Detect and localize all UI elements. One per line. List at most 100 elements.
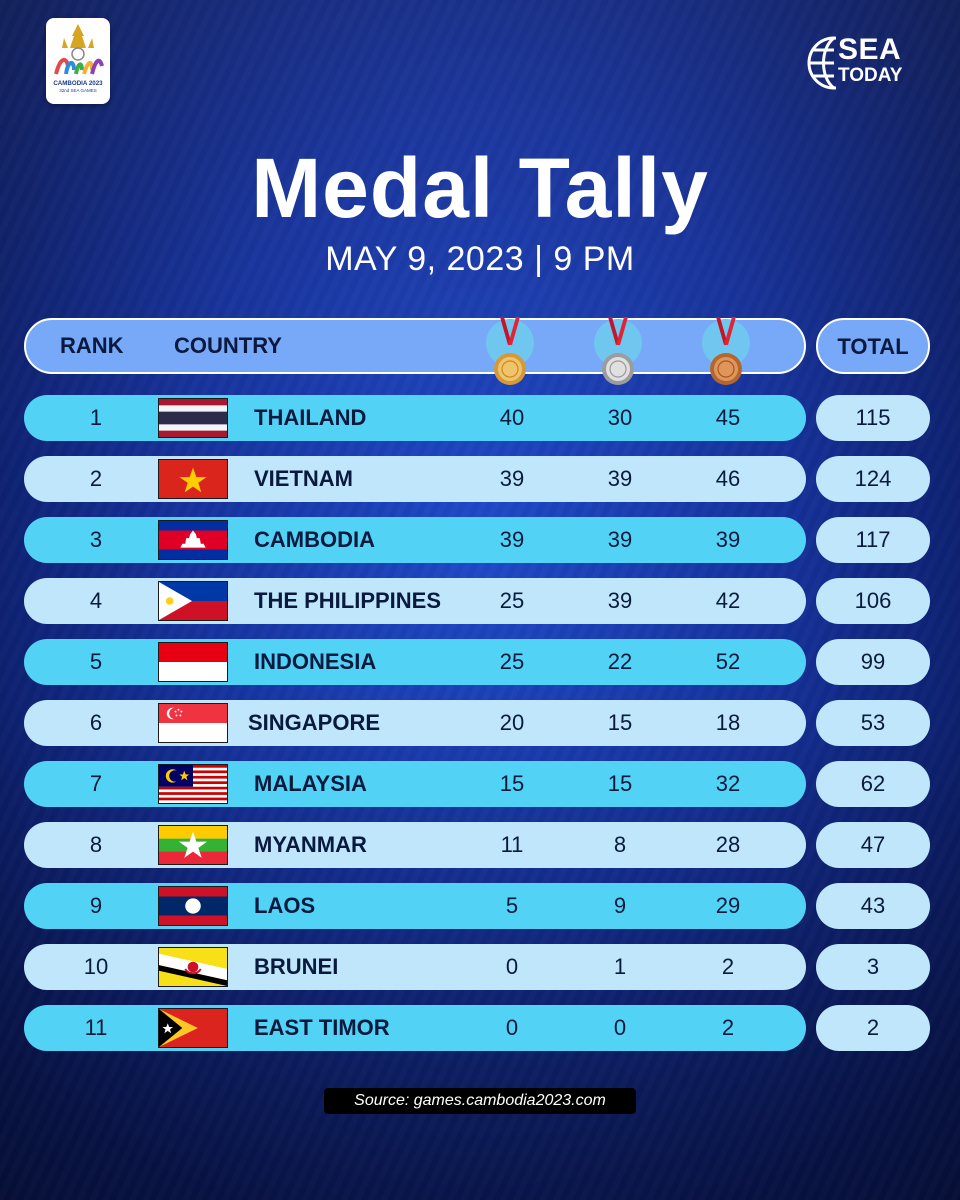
country-cell: CAMBODIA [254, 527, 375, 552]
gold-count-cell: 20 [499, 710, 525, 735]
table-row: 3 CAMBODIA 39 39 39 [24, 517, 806, 563]
table-row: 9 LAOS 5 9 29 [24, 883, 806, 929]
source-caption: Source: games.cambodia2023.com [324, 1088, 636, 1114]
rank-cell: 7 [89, 771, 103, 796]
event-logo-subtext: 32nd SEA GAMES [59, 88, 97, 93]
gold-count-cell: 39 [499, 466, 525, 491]
cambodia-flag-icon [158, 520, 228, 560]
silver-medal-icon [594, 317, 642, 385]
gold-count-cell: 0 [505, 954, 519, 979]
total-cell: 106 [854, 588, 892, 613]
table-row: 1 THAILAND 40 30 45 [24, 395, 806, 441]
total-pill: 99 [816, 639, 930, 685]
singapore-flag-icon [158, 703, 228, 743]
bronze-count-cell: 32 [715, 771, 741, 796]
gold-medal-icon [486, 317, 534, 385]
total-pill: 62 [816, 761, 930, 807]
silver-count-cell: 39 [607, 466, 633, 491]
sea-today-logo: SEA TODAY [806, 34, 916, 90]
total-column-header: TOTAL [816, 318, 930, 374]
country-cell: SINGAPORE [248, 710, 381, 735]
globe-icon [807, 36, 836, 90]
total-cell: 47 [860, 832, 886, 857]
country-cell: VIETNAM [254, 466, 353, 491]
total-cell: 117 [855, 527, 891, 552]
silver-count-cell: 15 [607, 710, 633, 735]
total-cell: 115 [855, 405, 891, 430]
brunei-flag-icon [158, 947, 228, 987]
total-pill: 53 [816, 700, 930, 746]
silver-count-cell: 9 [613, 893, 627, 918]
bronze-count-cell: 29 [715, 893, 741, 918]
total-cell: 3 [866, 954, 880, 979]
table-row: 2 VIETNAM 39 39 46 [24, 456, 806, 502]
total-cell: 2 [866, 1015, 880, 1040]
rank-cell: 8 [89, 832, 103, 857]
event-logo-text: CAMBODIA 2023 [53, 80, 103, 87]
brand-name-line2: TODAY [838, 65, 903, 86]
total-pill: 106 [816, 578, 930, 624]
rank-cell: 4 [89, 588, 103, 613]
gold-count-cell: 5 [505, 893, 519, 918]
total-cell: 62 [860, 771, 886, 796]
total-cell: 99 [860, 649, 886, 674]
cambodia-2023-logo: CAMBODIA 2023 32nd SEA GAMES [46, 18, 110, 104]
total-pill: 2 [816, 1005, 930, 1051]
total-pill: 43 [816, 883, 930, 929]
total-pill: 3 [816, 944, 930, 990]
gold-count-cell: 25 [499, 588, 525, 613]
silver-count-cell: 39 [607, 527, 633, 552]
laos-flag-icon [158, 886, 228, 926]
rank-column-header: RANK [60, 333, 124, 358]
table-row: 5 INDONESIA 25 22 52 [24, 639, 806, 685]
gold-count-cell: 39 [499, 527, 525, 552]
total-cell: 53 [860, 710, 886, 735]
country-column-header: COUNTRY [174, 333, 282, 358]
country-cell: BRUNEI [254, 954, 339, 979]
page-subtitle: MAY 9, 2023 | 9 PM [325, 240, 635, 278]
rank-cell: 2 [89, 466, 103, 491]
table-row: 10 BRUNEI 0 1 2 [24, 944, 806, 990]
bronze-count-cell: 2 [721, 954, 735, 979]
thailand-flag-icon [158, 398, 228, 438]
total-cell: 124 [854, 466, 892, 491]
country-cell: MALAYSIA [254, 771, 367, 796]
country-cell: LAOS [254, 893, 316, 918]
table-row: 4 THE PHILIPPINES 25 39 42 [24, 578, 806, 624]
bronze-count-cell: 39 [715, 527, 741, 552]
country-cell: EAST TIMOR [254, 1015, 390, 1040]
silver-count-cell: 8 [613, 832, 627, 857]
bronze-count-cell: 46 [715, 466, 741, 491]
rank-cell: 3 [89, 527, 103, 552]
rank-cell: 6 [89, 710, 103, 735]
rank-cell: 11 [84, 1015, 108, 1040]
sea-games-emblem-icon [54, 24, 104, 75]
gold-count-cell: 40 [499, 405, 525, 430]
rank-cell: 5 [89, 649, 103, 674]
gold-count-cell: 15 [499, 771, 525, 796]
total-header-label: TOTAL [837, 334, 909, 359]
rank-cell: 9 [89, 893, 103, 918]
east-timor-flag-icon [158, 1008, 228, 1048]
table-row: 11 EAST TIMOR 0 0 2 [24, 1005, 806, 1051]
bronze-count-cell: 52 [715, 649, 741, 674]
table-row: 8 MYANMAR 11 8 28 [24, 822, 806, 868]
bronze-count-cell: 28 [715, 832, 741, 857]
silver-count-cell: 15 [607, 771, 633, 796]
silver-count-cell: 30 [607, 405, 633, 430]
bronze-count-cell: 42 [715, 588, 741, 613]
bronze-count-cell: 45 [715, 405, 741, 430]
total-pill: 115 [816, 395, 930, 441]
gold-count-cell: 25 [499, 649, 525, 674]
silver-count-cell: 0 [613, 1015, 627, 1040]
total-pill: 124 [816, 456, 930, 502]
philippines-flag-icon [158, 581, 228, 621]
total-cell: 43 [860, 893, 886, 918]
page-title: Medal Tally [251, 141, 709, 235]
gold-count-cell: 0 [505, 1015, 519, 1040]
bronze-medal-icon [702, 317, 750, 385]
silver-count-cell: 1 [613, 954, 627, 979]
country-cell: INDONESIA [254, 649, 377, 674]
gold-count-cell: 11 [500, 832, 524, 857]
silver-count-cell: 22 [607, 649, 633, 674]
